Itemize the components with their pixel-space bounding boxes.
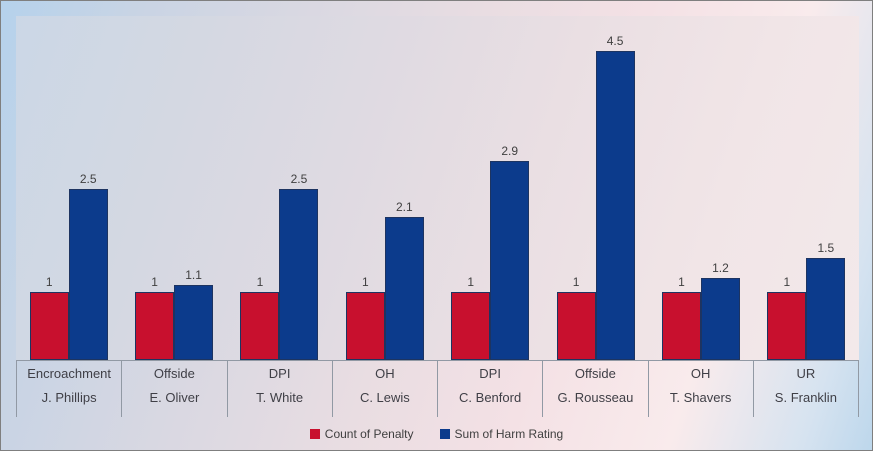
legend: Count of Penalty Sum of Harm Rating	[1, 423, 872, 445]
bar-sum-of-harm-rating[interactable]	[174, 285, 214, 360]
player-name-label: T. Shavers	[669, 389, 732, 405]
bar-value-label: 2.1	[395, 199, 413, 214]
category-cell: UR S. Franklin	[754, 361, 859, 417]
bar-sum-of-harm-rating[interactable]	[384, 216, 424, 360]
player-name-label: G. Rousseau	[557, 389, 634, 405]
category-group: 1 2.1	[332, 16, 437, 360]
category-group: 1 2.5	[227, 16, 332, 360]
bar-value-label: 1	[256, 275, 264, 290]
bar-value-label: 1.5	[817, 240, 835, 255]
player-name-label: J. Phillips	[41, 389, 97, 405]
bar-column: 1	[29, 16, 69, 360]
legend-swatch-icon	[439, 429, 450, 439]
legend-swatch-icon	[309, 429, 320, 439]
bar-value-label: 1	[151, 275, 158, 290]
bar-count-of-penalty[interactable]	[451, 292, 491, 360]
bar-sum-of-harm-rating[interactable]	[806, 257, 846, 360]
penalty-type-label: Offside	[574, 366, 616, 381]
player-name-label: T. White	[256, 389, 304, 405]
category-group: 1 2.5	[16, 16, 121, 360]
bar-count-of-penalty[interactable]	[661, 292, 701, 360]
bar-value-label: 1.2	[712, 261, 729, 276]
bar-sum-of-harm-rating[interactable]	[595, 51, 635, 360]
category-group: 1 1.2	[648, 16, 753, 360]
penalty-type-label: UR	[796, 366, 816, 381]
bar-sum-of-harm-rating[interactable]	[700, 278, 740, 360]
bar-column: 1	[661, 16, 701, 360]
category-cell: DPI T. White	[228, 361, 333, 417]
legend-item[interactable]: Count of Penalty	[309, 427, 414, 441]
penalty-type-label: OH	[375, 366, 395, 381]
legend-label: Count of Penalty	[324, 427, 414, 441]
category-group: 1 2.9	[438, 16, 543, 360]
legend-label: Sum of Harm Rating	[454, 427, 564, 441]
legend-item[interactable]: Sum of Harm Rating	[439, 427, 564, 441]
penalty-type-label: Offside	[153, 366, 195, 381]
bar-value-label: 1	[45, 275, 53, 290]
category-group: 1 4.5	[543, 16, 648, 360]
bar-count-of-penalty[interactable]	[767, 292, 807, 360]
bar-count-of-penalty[interactable]	[135, 292, 175, 360]
bar-count-of-penalty[interactable]	[556, 292, 596, 360]
category-group: 1 1.1	[121, 16, 226, 360]
bar-column: 2.1	[384, 16, 424, 360]
bar-value-label: 1	[467, 275, 475, 290]
bar-column: 2.5	[68, 16, 108, 360]
bar-column: 1	[135, 16, 175, 360]
penalty-type-label: DPI	[479, 366, 501, 381]
bar-sum-of-harm-rating[interactable]	[68, 189, 108, 360]
bar-column: 4.5	[595, 16, 635, 360]
bar-count-of-penalty[interactable]	[240, 292, 280, 360]
bar-column: 1	[345, 16, 385, 360]
penalty-type-label: Encroachment	[27, 366, 112, 381]
player-name-label: S. Franklin	[774, 389, 837, 405]
bar-value-label: 1	[783, 275, 791, 290]
player-name-label: C. Lewis	[359, 389, 410, 405]
player-name-label: C. Benford	[459, 389, 522, 405]
bar-sum-of-harm-rating[interactable]	[279, 189, 319, 360]
player-name-label: E. Oliver	[149, 389, 200, 405]
bar-value-label: 4.5	[606, 34, 624, 49]
category-axis: Encroachment J. Phillips Offside E. Oliver D…	[16, 360, 859, 417]
category-cell: OH T. Shavers	[649, 361, 754, 417]
bar-column: 2.9	[490, 16, 530, 360]
bar-value-label: 1	[572, 275, 580, 290]
bar-column: 2.5	[279, 16, 319, 360]
bar-value-label: 2.5	[79, 172, 97, 186]
category-group: 1 1.5	[754, 16, 859, 360]
bar-value-label: 1	[361, 275, 369, 290]
bar-column: 1	[451, 16, 491, 360]
penalty-type-label: OH	[690, 366, 711, 381]
plot-area: 1 2.5 1 1.1 1 2.5 1 2.1 1 2.9 1 4.5 1 1.2 1 1.5	[16, 16, 859, 360]
bar-count-of-penalty[interactable]	[345, 292, 385, 360]
bar-column: 1	[556, 16, 596, 360]
bar-value-label: 2.9	[501, 144, 519, 159]
bar-column: 1	[240, 16, 280, 360]
category-cell: Encroachment J. Phillips	[16, 361, 123, 417]
penalty-type-label: DPI	[268, 366, 291, 381]
bar-column: 1.5	[806, 16, 846, 360]
category-cell: Offside E. Oliver	[122, 361, 228, 417]
bar-value-label: 1	[678, 275, 685, 290]
category-cell: DPI C. Benford	[438, 361, 544, 417]
bar-value-label: 1.1	[185, 268, 202, 283]
bar-value-label: 2.5	[290, 172, 308, 186]
bar-count-of-penalty[interactable]	[29, 292, 69, 360]
bar-column: 1.1	[174, 16, 214, 360]
category-cell: Offside G. Rousseau	[543, 361, 649, 417]
bar-column: 1	[767, 16, 807, 360]
bar-sum-of-harm-rating[interactable]	[490, 161, 530, 360]
bar-column: 1.2	[700, 16, 740, 360]
category-cell: OH C. Lewis	[333, 361, 438, 417]
